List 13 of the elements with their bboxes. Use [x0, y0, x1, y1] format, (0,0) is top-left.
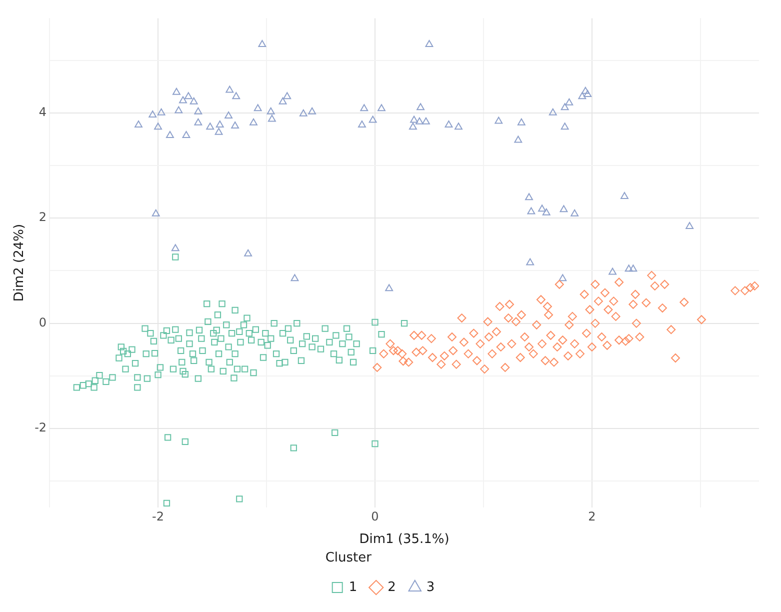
- legend-title: Cluster: [325, 550, 372, 566]
- y-axis-title: Dim2 (24%): [12, 224, 28, 302]
- y-tick-label: 2: [38, 210, 47, 224]
- x-tick-label: 2: [588, 510, 596, 524]
- x-axis-title: Dim1 (35.1%): [359, 532, 450, 547]
- legend-label: 3: [426, 580, 435, 595]
- legend-label: 1: [348, 580, 358, 595]
- x-tick-label: -2: [152, 510, 164, 524]
- legend-label: 2: [388, 580, 396, 595]
- x-tick-label: 0: [371, 510, 379, 524]
- y-tick-label: 4: [38, 105, 47, 120]
- y-tick-label: -2: [34, 420, 47, 435]
- y-tick-label: 0: [38, 315, 47, 330]
